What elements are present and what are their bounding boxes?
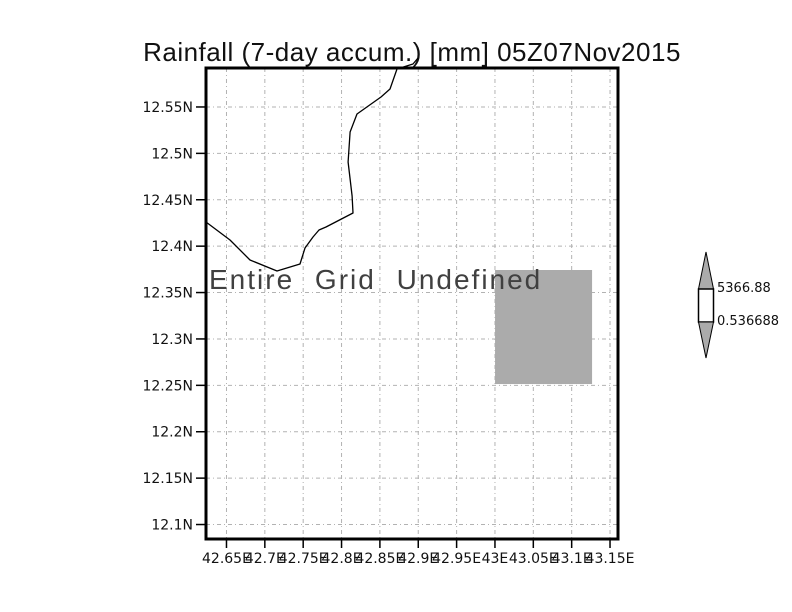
lat-tick-label: 12.2N	[151, 425, 193, 441]
lat-tick-label: 12.5N	[151, 146, 193, 162]
colorbar-upper-triangle	[697, 251, 715, 290]
lat-tick-label: 12.3N	[151, 332, 193, 348]
lat-tick-label: 12.55N	[142, 100, 193, 116]
lon-tick-label: 43.1E	[552, 551, 592, 567]
map-frame	[204, 66, 620, 541]
colorbar-box	[697, 288, 715, 323]
lon-tick-label: 43E	[482, 551, 509, 567]
undefined-grid-message: Entire Grid Undefined	[209, 264, 543, 295]
lon-tick-label: 42.85E	[355, 551, 404, 567]
colorbar-lower-triangle	[697, 321, 715, 359]
lon-tick-label: 42.9E	[398, 551, 438, 567]
lat-tick-label: 12.35N	[142, 286, 193, 302]
lon-tick-label: 43.05E	[509, 551, 558, 567]
lat-tick-label: 12.25N	[142, 378, 193, 394]
lon-tick-label: 42.8E	[322, 551, 362, 567]
colorbar-min-label: 0.536688	[717, 314, 780, 329]
lon-tick-label: 42.65E	[202, 551, 251, 567]
lon-tick-label: 42.95E	[432, 551, 481, 567]
lon-tick-label: 42.75E	[279, 551, 328, 567]
colorbar-max-label: 5366.88	[717, 281, 771, 296]
lon-tick-label: 43.15E	[586, 551, 635, 567]
lat-tick-label: 12.15N	[142, 471, 193, 487]
lat-tick-label: 12.1N	[151, 518, 193, 534]
lat-tick-label: 12.4N	[151, 239, 193, 255]
undefined-data-cell	[495, 270, 593, 385]
lat-tick-label: 12.45N	[142, 193, 193, 209]
chart-title: Rainfall (7-day accum.) [mm] 05Z07Nov201…	[143, 37, 681, 67]
lon-tick-label: 42.7E	[245, 551, 285, 567]
coastline	[205, 57, 419, 272]
